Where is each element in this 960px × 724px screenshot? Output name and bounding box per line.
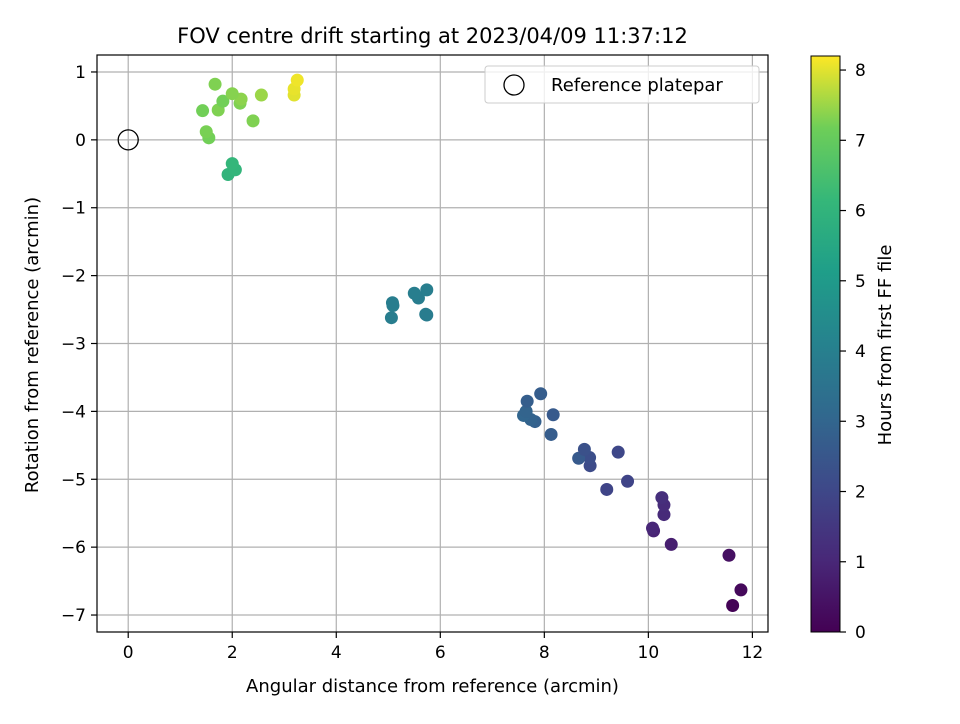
data-point xyxy=(621,474,635,488)
x-tick-label: 2 xyxy=(227,643,238,663)
y-tick-label: 0 xyxy=(75,131,86,151)
x-tick-label: 10 xyxy=(638,643,660,663)
reference-marker xyxy=(117,129,139,151)
data-point xyxy=(600,482,614,496)
colorbar-tick-label: 2 xyxy=(855,483,866,503)
legend-reference-label: Reference platepar xyxy=(551,75,723,96)
colorbar-tick-label: 4 xyxy=(855,342,866,362)
x-tick-label: 8 xyxy=(539,643,550,663)
x-tick-label: 0 xyxy=(123,643,134,663)
data-point xyxy=(199,125,213,139)
y-axis-ticks: −7 −6 −5 −4 −3 −2 −1 0 1 xyxy=(61,63,97,626)
y-axis-label: Rotation from reference (arcmin) xyxy=(22,197,43,493)
colorbar-tick-label: 7 xyxy=(855,131,866,151)
legend: Reference platepar xyxy=(484,65,760,104)
data-point xyxy=(420,308,434,322)
y-tick-label: −2 xyxy=(61,267,86,287)
grid-lines xyxy=(97,55,768,632)
chart-title: FOV centre drift starting at 2023/04/09 … xyxy=(177,24,688,48)
data-point xyxy=(196,104,210,118)
data-point xyxy=(646,521,660,535)
x-tick-label: 4 xyxy=(331,643,342,663)
data-point xyxy=(734,583,748,597)
legend-box xyxy=(484,65,760,104)
data-point xyxy=(208,77,222,91)
colorbar: 0 1 2 3 4 5 6 7 8 Hours from first FF file xyxy=(810,55,896,643)
data-point xyxy=(657,508,671,522)
data-point xyxy=(519,404,533,418)
data-point xyxy=(420,283,434,297)
data-point xyxy=(546,408,560,422)
x-axis-ticks: 0 2 4 6 8 10 12 xyxy=(123,632,763,663)
y-tick-label: −6 xyxy=(61,538,86,558)
legend-reference-marker xyxy=(503,74,525,96)
x-axis-label: Angular distance from reference (arcmin) xyxy=(246,676,619,697)
data-point xyxy=(290,73,304,87)
y-tick-label: −4 xyxy=(61,402,86,422)
data-point xyxy=(655,491,669,505)
y-tick-label: −1 xyxy=(61,199,86,219)
data-point xyxy=(254,88,268,102)
x-tick-label: 6 xyxy=(435,643,446,663)
colorbar-tick-label: 1 xyxy=(855,553,866,573)
colorbar-ticks: 0 1 2 3 4 5 6 7 8 xyxy=(840,61,866,643)
y-tick-label: −7 xyxy=(61,606,86,626)
data-point xyxy=(216,94,230,108)
colorbar-label: Hours from first FF file xyxy=(875,245,896,446)
data-point xyxy=(384,311,398,325)
colorbar-gradient xyxy=(810,55,841,633)
data-point xyxy=(520,394,534,408)
y-tick-label: −5 xyxy=(61,470,86,490)
y-tick-label: −3 xyxy=(61,335,86,355)
x-tick-label: 12 xyxy=(742,643,764,663)
colorbar-tick-label: 3 xyxy=(855,412,866,432)
colorbar-tick-label: 6 xyxy=(855,202,866,222)
data-point xyxy=(225,87,239,101)
colorbar-tick-label: 8 xyxy=(855,61,866,81)
data-point xyxy=(407,286,421,300)
colorbar-tick-label: 5 xyxy=(855,272,866,292)
data-point xyxy=(225,157,239,171)
data-point xyxy=(534,387,548,401)
data-points xyxy=(117,73,748,613)
data-point xyxy=(611,445,625,459)
data-point xyxy=(726,599,740,613)
colorbar-tick-label: 0 xyxy=(855,623,866,643)
data-point xyxy=(577,442,591,456)
data-point xyxy=(544,427,558,441)
data-point xyxy=(385,296,399,310)
y-tick-label: 1 xyxy=(75,63,86,83)
data-point xyxy=(664,537,678,551)
data-point xyxy=(722,548,736,562)
data-point xyxy=(246,114,260,128)
